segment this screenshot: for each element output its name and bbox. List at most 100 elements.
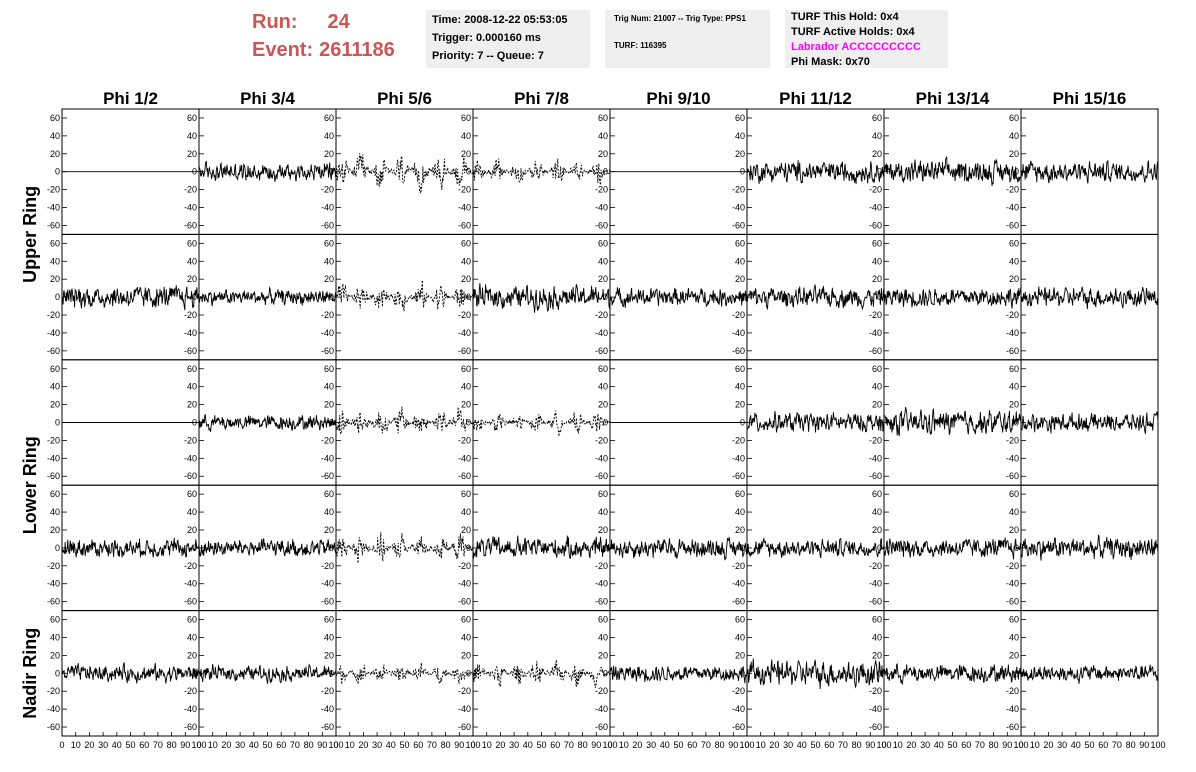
y-tick-label: -20: [595, 561, 608, 571]
y-tick-label: 40: [461, 632, 471, 642]
run-event-header: Run: 24 Event: 2611186: [252, 8, 395, 64]
y-tick-label: -60: [184, 471, 197, 481]
y-tick-label: 60: [461, 615, 471, 625]
x-tick-label: 70: [427, 740, 437, 750]
turf-hold-line: TURF This Hold: 0x4: [791, 11, 899, 23]
y-tick-label: -20: [47, 185, 60, 195]
x-tick-label: 90: [728, 740, 738, 750]
y-tick-label: 20: [1009, 650, 1019, 660]
x-tick-label: 50: [947, 740, 957, 750]
column-title-6: Phi 11/12: [779, 89, 852, 108]
x-tick-label: 30: [646, 740, 656, 750]
waveform-trace-r5-c6: [746, 658, 885, 690]
y-tick-label: 0: [1014, 543, 1019, 553]
x-tick-label: 20: [221, 740, 231, 750]
y-tick-label: -20: [458, 686, 471, 696]
x-tick-label: 10: [756, 740, 766, 750]
waveform-trace-r2-c1: [61, 285, 200, 311]
waveform-trace-r3-c7: [883, 406, 1022, 437]
waveform-trace-r4-c3: [335, 532, 474, 564]
x-tick-label: 20: [906, 740, 916, 750]
x-tick-label: 90: [591, 740, 601, 750]
y-tick-label: 40: [598, 382, 608, 392]
y-tick-label: 20: [324, 525, 334, 535]
phi-mask-line: Phi Mask: 0x70: [791, 56, 870, 68]
y-tick-label: 0: [466, 543, 471, 553]
y-tick-label: -20: [47, 686, 60, 696]
y-tick-label: 20: [1009, 274, 1019, 284]
y-tick-label: 0: [1014, 167, 1019, 177]
y-tick-label: -40: [869, 328, 882, 338]
y-tick-label: -40: [321, 453, 334, 463]
x-tick-label: 30: [235, 740, 245, 750]
y-tick-label: -60: [321, 471, 334, 481]
y-tick-label: -60: [1006, 597, 1019, 607]
y-tick-label: 20: [461, 274, 471, 284]
y-tick-label: 40: [598, 632, 608, 642]
panel-frame: [198, 610, 337, 737]
x-tick-label: 50: [399, 740, 409, 750]
waveform-trace-r1-c3: [335, 153, 474, 194]
waveform-trace-r3-c3: [335, 406, 474, 435]
y-tick-label: -20: [1006, 185, 1019, 195]
waveform-trace-r4-c8: [1020, 534, 1159, 561]
y-tick-label: -40: [1006, 704, 1019, 714]
y-tick-label: 60: [735, 364, 745, 374]
y-tick-label: -40: [732, 579, 745, 589]
y-tick-label: 0: [329, 292, 334, 302]
y-tick-label: -40: [321, 579, 334, 589]
x-tick-label: 10: [208, 740, 218, 750]
x-tick-label: 100: [328, 740, 343, 750]
y-tick-label: 0: [55, 167, 60, 177]
y-tick-label: 40: [872, 256, 882, 266]
waveform-trace-r4-c4: [472, 535, 611, 560]
y-tick-label: 40: [872, 131, 882, 141]
turf-line: TURF: 116395: [614, 41, 667, 50]
y-tick-label: -20: [321, 686, 334, 696]
y-tick-label: -40: [321, 203, 334, 213]
x-tick-label: 90: [1002, 740, 1012, 750]
waveform-trace-r4-c6: [746, 537, 885, 559]
time-info-box: Time: 2008-12-22 05:53:05 Trigger: 0.000…: [426, 10, 590, 68]
y-tick-label: 60: [461, 364, 471, 374]
x-tick-label: 60: [139, 740, 149, 750]
y-tick-label: 60: [872, 113, 882, 123]
y-tick-label: 60: [50, 113, 60, 123]
waveform-trace-r2-c8: [1020, 286, 1159, 310]
x-tick-label: 50: [262, 740, 272, 750]
trig-num-line: Trig Num: 21007 -- Trig Type: PPS1: [614, 14, 746, 23]
x-tick-label: 30: [920, 740, 930, 750]
y-tick-label: 20: [735, 149, 745, 159]
y-tick-label: -20: [321, 310, 334, 320]
y-tick-label: -40: [595, 203, 608, 213]
y-tick-label: 20: [461, 650, 471, 660]
y-tick-label: 40: [324, 507, 334, 517]
panel-frame: [1020, 108, 1159, 235]
y-tick-label: 40: [50, 382, 60, 392]
y-tick-label: 40: [187, 131, 197, 141]
y-tick-label: -60: [595, 471, 608, 481]
waveform-trace-r3-c4: [472, 410, 611, 437]
waveform-trace-r1-c2: [198, 160, 337, 182]
y-tick-label: 40: [187, 382, 197, 392]
y-tick-label: -40: [732, 453, 745, 463]
x-tick-label: 50: [536, 740, 546, 750]
x-tick-label: 90: [454, 740, 464, 750]
x-tick-label: 40: [386, 740, 396, 750]
x-tick-label: 10: [345, 740, 355, 750]
y-tick-label: -20: [1006, 310, 1019, 320]
y-tick-label: -20: [732, 561, 745, 571]
x-tick-label: 40: [797, 740, 807, 750]
y-tick-label: 20: [598, 400, 608, 410]
trigger-line: Trigger: 0.000160 ms: [432, 32, 541, 44]
y-tick-label: -40: [595, 453, 608, 463]
y-tick-label: -60: [595, 597, 608, 607]
y-tick-label: 40: [735, 632, 745, 642]
y-tick-label: 20: [50, 274, 60, 284]
y-tick-label: 40: [598, 256, 608, 266]
y-tick-label: 0: [740, 543, 745, 553]
y-tick-label: 60: [50, 238, 60, 248]
y-tick-label: -20: [47, 561, 60, 571]
y-tick-label: 20: [735, 650, 745, 660]
x-tick-label: 10: [1030, 740, 1040, 750]
